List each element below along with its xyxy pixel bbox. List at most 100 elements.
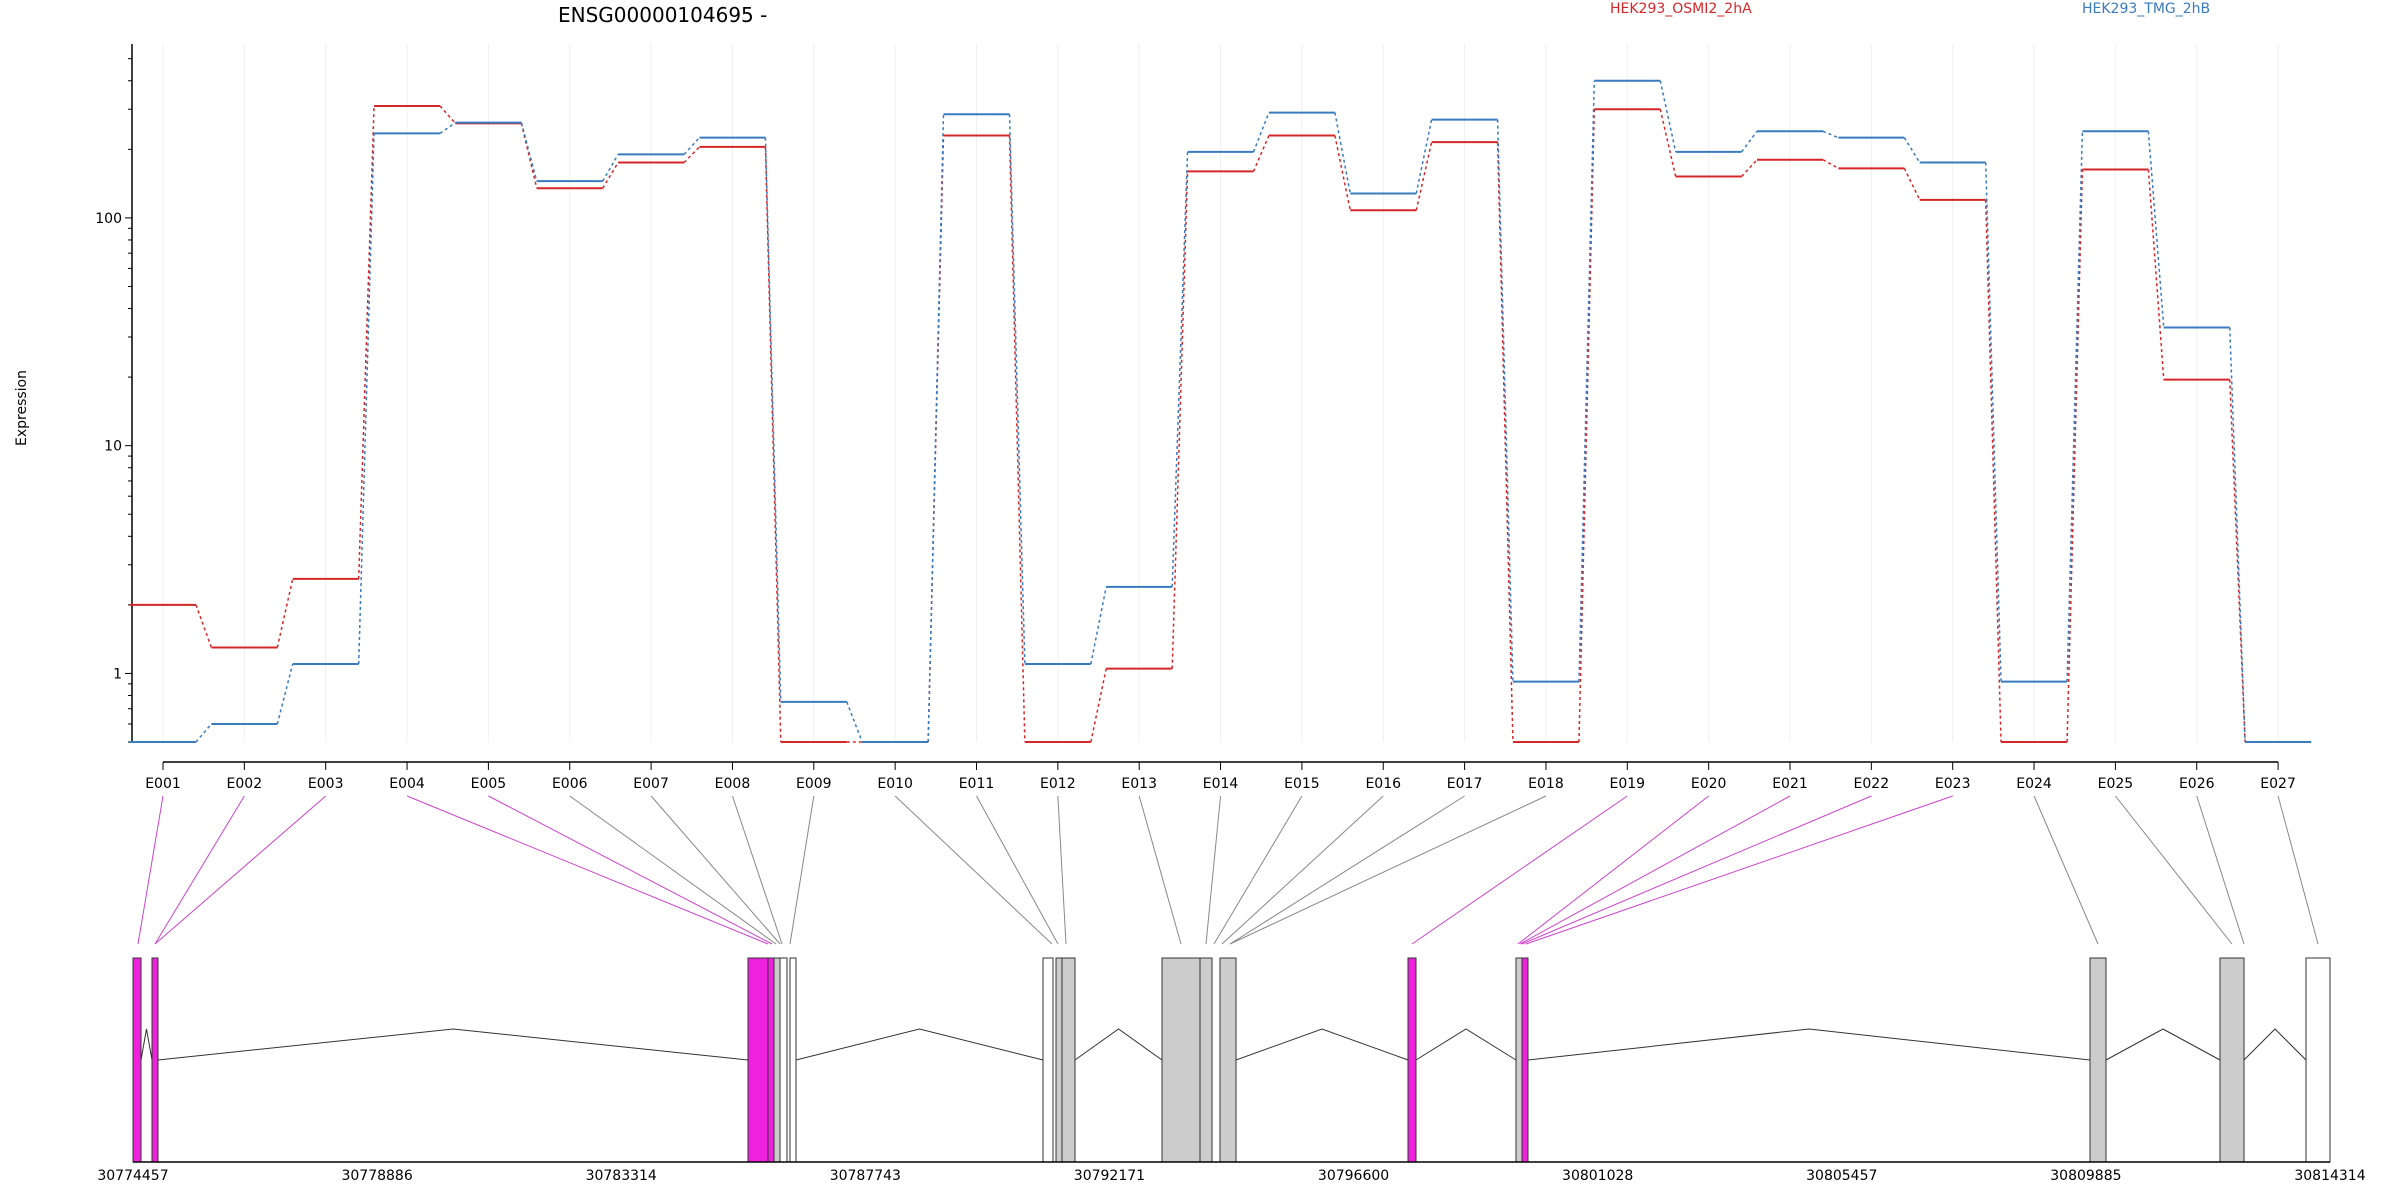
connector xyxy=(195,723,212,743)
exon-connector xyxy=(2196,795,2245,945)
x-tick-label: E026 xyxy=(2179,776,2215,792)
x-tick-label: E014 xyxy=(1203,776,1239,792)
intron-line xyxy=(1074,1028,1163,1061)
exon-connector xyxy=(1411,795,1628,945)
connector xyxy=(846,701,863,743)
exon-block xyxy=(1407,957,1417,1163)
x-tick-label: E015 xyxy=(1284,776,1320,792)
exon-connector xyxy=(1213,795,1303,945)
exon-connector xyxy=(154,795,245,945)
x-tick-label: E002 xyxy=(227,776,263,792)
exon-connector xyxy=(1229,795,1547,945)
exon-connector xyxy=(1525,795,1953,945)
exon-block xyxy=(1161,957,1201,1163)
x-tick-label: E027 xyxy=(2260,776,2296,792)
exon-connector xyxy=(2115,795,2233,945)
exon-block xyxy=(1521,957,1529,1163)
y-axis-label: Expression xyxy=(14,370,30,446)
connector xyxy=(2147,131,2165,328)
exon-connector xyxy=(789,795,815,945)
x-tick-label: E021 xyxy=(1772,776,1808,792)
connector xyxy=(764,137,782,702)
chart-title: ENSG00000104695 - xyxy=(558,3,767,27)
exon-block xyxy=(2219,957,2245,1163)
intron-line xyxy=(795,1028,1044,1061)
x-tick-label: E019 xyxy=(1610,776,1646,792)
intron-line xyxy=(157,1028,749,1061)
y-tick-label: 1 xyxy=(113,666,122,682)
x-tick-label: E003 xyxy=(308,776,344,792)
exon-block xyxy=(1219,957,1237,1163)
exon-connector xyxy=(1138,795,1182,945)
exon-connector xyxy=(1521,795,1872,945)
coordinate-tick-label: 30783314 xyxy=(586,1168,657,1184)
connector xyxy=(1252,135,1270,172)
exon-connector xyxy=(137,795,164,945)
exon-connector xyxy=(569,795,777,945)
intron-line xyxy=(2243,1028,2307,1061)
connector xyxy=(1415,119,1433,194)
connector xyxy=(195,604,213,648)
exon-connector xyxy=(1205,795,1222,945)
connector xyxy=(927,114,945,743)
connector xyxy=(1090,668,1107,743)
gene-model: 30774457 30778886 30783314 30787743 30792171… xyxy=(97,795,2366,1184)
exon-connector xyxy=(1229,795,1465,945)
connector xyxy=(1578,109,1596,743)
series-2 xyxy=(130,79,2312,743)
exon-block xyxy=(2089,957,2107,1163)
exon-block xyxy=(1055,957,1063,1163)
connector xyxy=(1252,112,1270,153)
connector xyxy=(1578,80,1596,682)
connector xyxy=(439,121,456,134)
exon-block xyxy=(1515,957,1523,1163)
x-tick-label: E013 xyxy=(1121,776,1157,792)
connector xyxy=(602,162,619,189)
coordinate-tick-label: 30792171 xyxy=(1074,1168,1145,1184)
connector xyxy=(1822,130,1839,139)
connector xyxy=(520,122,538,182)
coordinate-tick-label: 30809885 xyxy=(2050,1168,2121,1184)
connector xyxy=(1415,142,1433,211)
connector xyxy=(1008,135,1026,743)
exon-connector xyxy=(2033,795,2099,945)
intron-line xyxy=(1235,1028,1409,1061)
exon-connector xyxy=(488,795,773,945)
x-tick-label: E011 xyxy=(959,776,995,792)
connector xyxy=(602,154,619,182)
intron-line xyxy=(1527,1028,2091,1061)
coordinate-tick-label: 30805457 xyxy=(1806,1168,1877,1184)
plot-area: 1 10 100 E001 E002 E003 E004 E005 E006 E007 E008 E0… xyxy=(95,44,2312,792)
connector xyxy=(1822,159,1839,170)
exon-connector xyxy=(154,795,327,945)
x-tick-label: E001 xyxy=(145,776,181,792)
connector xyxy=(2066,131,2084,682)
coordinate-tick-label: 30774457 xyxy=(97,1168,168,1184)
exon-connector xyxy=(650,795,781,945)
connector xyxy=(1171,151,1189,587)
connector xyxy=(1741,130,1758,153)
x-tick-label: E008 xyxy=(715,776,751,792)
connector xyxy=(1659,80,1677,152)
exon-connector xyxy=(1519,795,1791,945)
exon-connector xyxy=(1517,795,1709,945)
exon-block xyxy=(773,957,781,1163)
connector xyxy=(1496,142,1514,743)
x-tick-label: E009 xyxy=(796,776,832,792)
connector xyxy=(1090,586,1107,665)
exon-block xyxy=(1061,957,1076,1163)
connector xyxy=(276,578,294,648)
connector xyxy=(1334,135,1351,211)
exon-block xyxy=(747,957,769,1163)
intron-line xyxy=(140,1028,153,1061)
exon-block xyxy=(767,957,775,1163)
exon-connector xyxy=(1221,795,1384,945)
x-tick-label: E010 xyxy=(877,776,913,792)
coordinate-tick-label: 30778886 xyxy=(341,1168,412,1184)
legend: HEK293_OSMI2_2hA HEK293_TMG_2hB xyxy=(1610,1,2210,17)
coordinate-tick-label: 30814314 xyxy=(2294,1168,2365,1184)
intron-line xyxy=(1415,1028,1517,1061)
intron-line xyxy=(2105,1028,2221,1061)
x-tick-label: E024 xyxy=(2016,776,2052,792)
